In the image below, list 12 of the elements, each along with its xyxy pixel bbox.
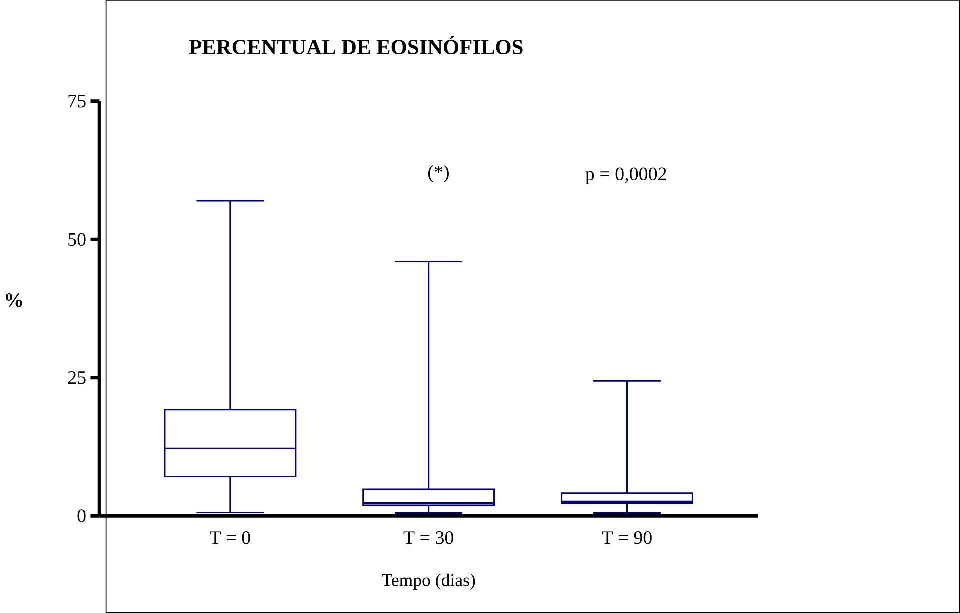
- y-tick-label: 75: [68, 95, 86, 108]
- annotation: (*): [428, 165, 449, 183]
- y-tick-label: 25: [68, 371, 86, 384]
- y-axis-title: %: [6, 294, 22, 308]
- x-tick-label: T = 30: [404, 532, 454, 544]
- x-tick-label: T = 90: [602, 532, 652, 544]
- x-axis-title: Tempo (dias): [382, 574, 476, 590]
- chart-title: PERCENTUAL DE EOSINÓFILOS: [189, 36, 523, 55]
- annotation: p = 0,0002: [586, 168, 666, 184]
- y-tick-label: 50: [68, 233, 86, 246]
- y-tick-label: 0: [78, 510, 86, 522]
- x-tick-label: T = 0: [210, 532, 250, 544]
